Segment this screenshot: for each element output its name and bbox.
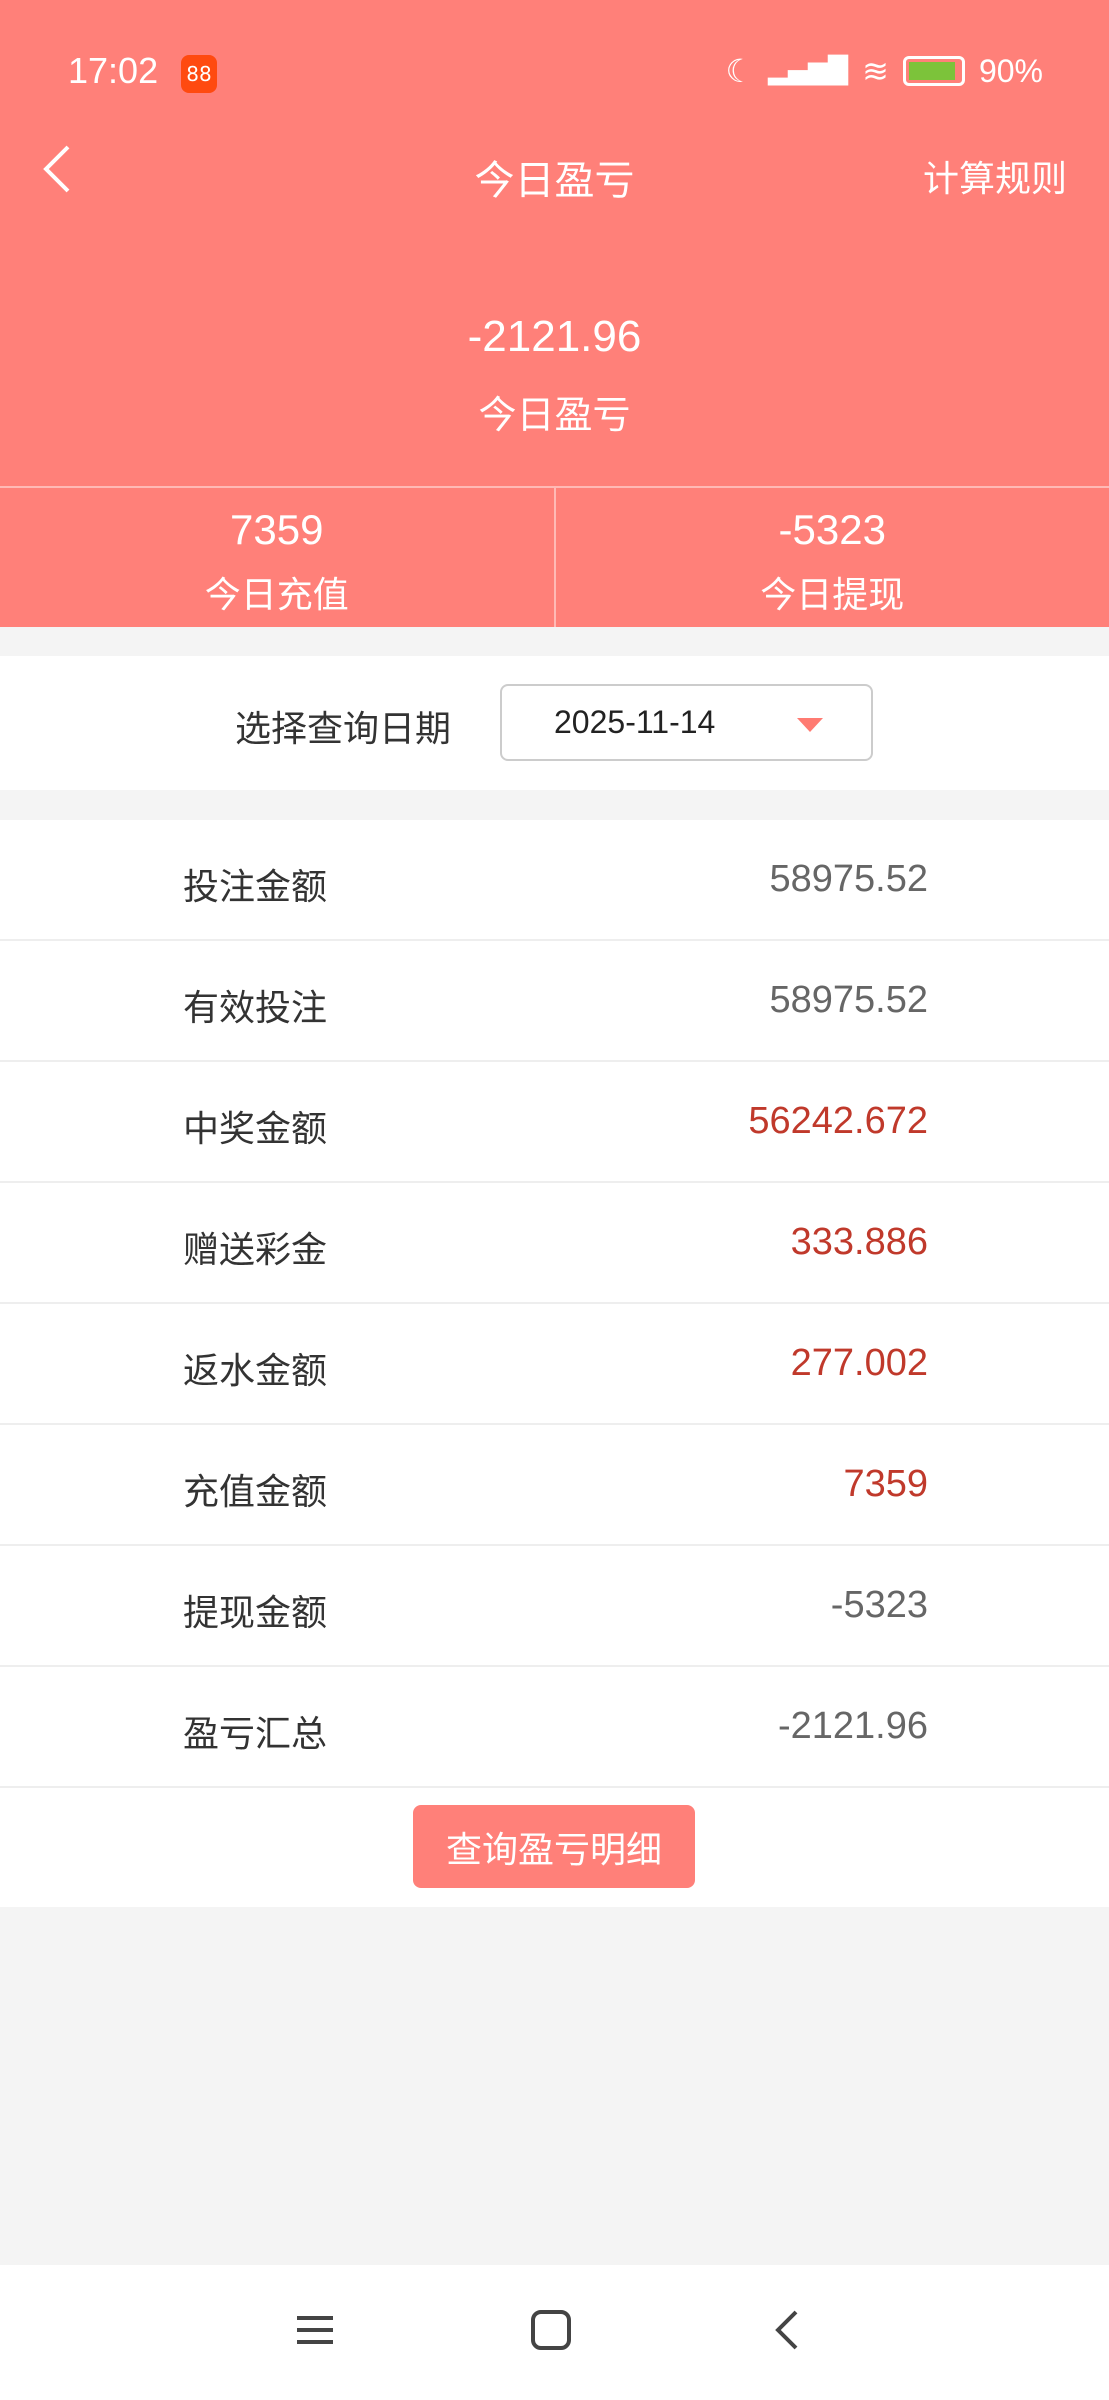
row-value: 56242.672 xyxy=(748,1100,928,1142)
summary-list: 投注金额 58975.52 有效投注 58975.52 中奖金额 56242.672 赠送彩… xyxy=(0,820,1109,1907)
table-row: 有效投注 58975.52 xyxy=(0,941,1109,1062)
date-filter: 选择查询日期 2025-11-14 xyxy=(0,656,1109,790)
row-value: 58975.52 xyxy=(769,858,929,900)
stat-value: 7359 xyxy=(230,506,324,553)
table-row: 充值金额 7359 xyxy=(0,1425,1109,1546)
row-label: 投注金额 xyxy=(183,867,328,908)
table-row: 中奖金额 56242.672 xyxy=(0,1062,1109,1183)
back-icon[interactable] xyxy=(772,2310,802,2354)
system-nav-bar xyxy=(0,2265,1109,2400)
date-value: 2025-11-14 xyxy=(554,704,716,740)
query-detail-button[interactable]: 查询盈亏明细 xyxy=(413,1805,695,1888)
row-value: 58975.52 xyxy=(769,979,929,1021)
table-row: 赠送彩金 333.886 xyxy=(0,1183,1109,1304)
row-value: 333.886 xyxy=(790,1221,928,1263)
today-profit-value: -2121.96 xyxy=(467,312,642,361)
chevron-left-icon[interactable] xyxy=(38,144,78,194)
table-row: 盈亏汇总 -2121.96 xyxy=(0,1667,1109,1788)
row-label: 有效投注 xyxy=(183,988,328,1029)
battery-charging-icon xyxy=(902,56,965,86)
row-label: 中奖金额 xyxy=(183,1109,328,1150)
row-value: 277.002 xyxy=(790,1342,928,1384)
row-label: 赠送彩金 xyxy=(183,1230,328,1271)
stat-withdraw: -5323 今日提现 xyxy=(553,488,1109,627)
table-row: 投注金额 58975.52 xyxy=(0,820,1109,941)
status-time: 17:02 xyxy=(68,50,159,91)
moon-icon: ☾ xyxy=(725,52,755,90)
app-notification-icon: 88 xyxy=(181,55,217,93)
page-title: 今日盈亏 xyxy=(474,158,635,204)
stat-recharge: 7359 今日充值 xyxy=(0,488,554,627)
row-value: -5323 xyxy=(830,1584,928,1626)
stat-value: -5323 xyxy=(778,506,886,553)
signal-icon: ▂▄▆█ xyxy=(768,56,849,86)
stat-label: 今日充值 xyxy=(204,575,349,616)
status-bar: 17:02 88 ☾ ▂▄▆█ ≋ 90% xyxy=(0,0,1109,110)
row-value: 7359 xyxy=(843,1463,928,1505)
date-label: 选择查询日期 xyxy=(235,709,452,750)
row-label: 提现金额 xyxy=(183,1593,328,1634)
row-label: 盈亏汇总 xyxy=(183,1714,328,1755)
row-value: -2121.96 xyxy=(777,1705,928,1747)
home-icon[interactable] xyxy=(530,2310,572,2354)
menu-icon[interactable] xyxy=(295,2310,335,2354)
table-row: 返水金额 277.002 xyxy=(0,1304,1109,1425)
wifi-icon: ≋ xyxy=(862,52,889,90)
stat-label: 今日提现 xyxy=(760,575,905,616)
calculation-rules-link[interactable]: 计算规则 xyxy=(922,159,1067,200)
table-row: 提现金额 -5323 xyxy=(0,1546,1109,1667)
today-profit-label: 今日盈亏 xyxy=(478,393,631,437)
date-select[interactable]: 2025-11-14 xyxy=(500,684,873,761)
header: 17:02 88 ☾ ▂▄▆█ ≋ 90% 今日盈亏 计算规则 -2121.96… xyxy=(0,0,1109,627)
dropdown-arrow-icon xyxy=(797,718,823,732)
battery-percent: 90% xyxy=(978,52,1043,89)
row-label: 返水金额 xyxy=(183,1351,328,1392)
row-label: 充值金额 xyxy=(183,1472,328,1513)
